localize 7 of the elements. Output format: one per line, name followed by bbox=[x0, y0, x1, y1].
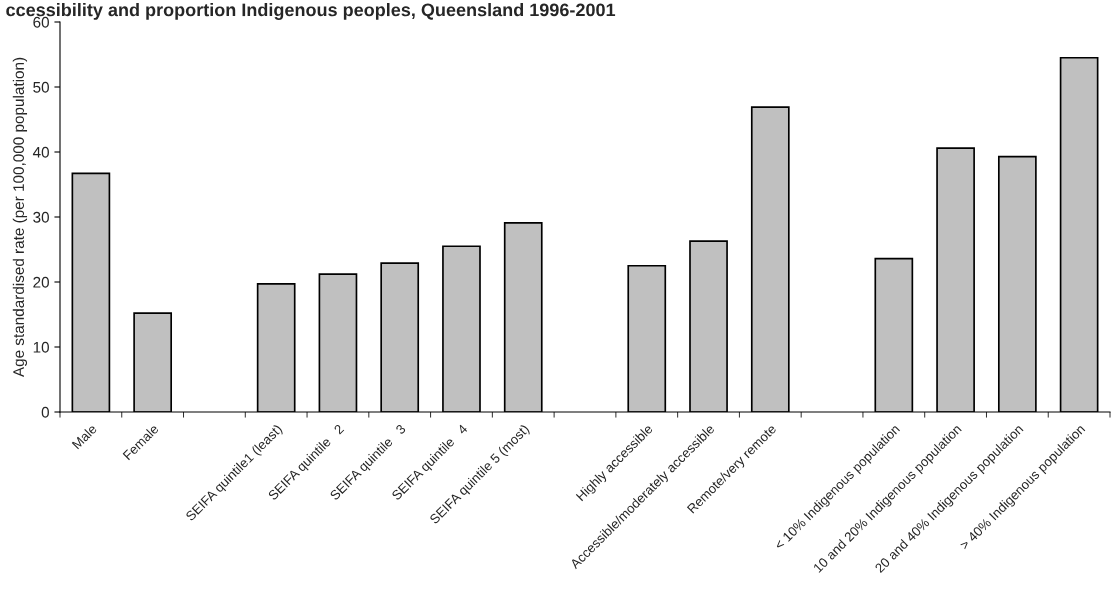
y-axis-title: Age standardised rate (per 100,000 population) bbox=[12, 57, 28, 378]
y-tick-label: 20 bbox=[33, 276, 49, 288]
y-tick-label: 40 bbox=[32, 146, 49, 158]
y-tick-label: 0 bbox=[41, 406, 49, 418]
y-tick-label: 30 bbox=[33, 211, 49, 223]
y-tick-label: 50 bbox=[33, 81, 49, 93]
y-tick-label: 10 bbox=[33, 341, 49, 353]
